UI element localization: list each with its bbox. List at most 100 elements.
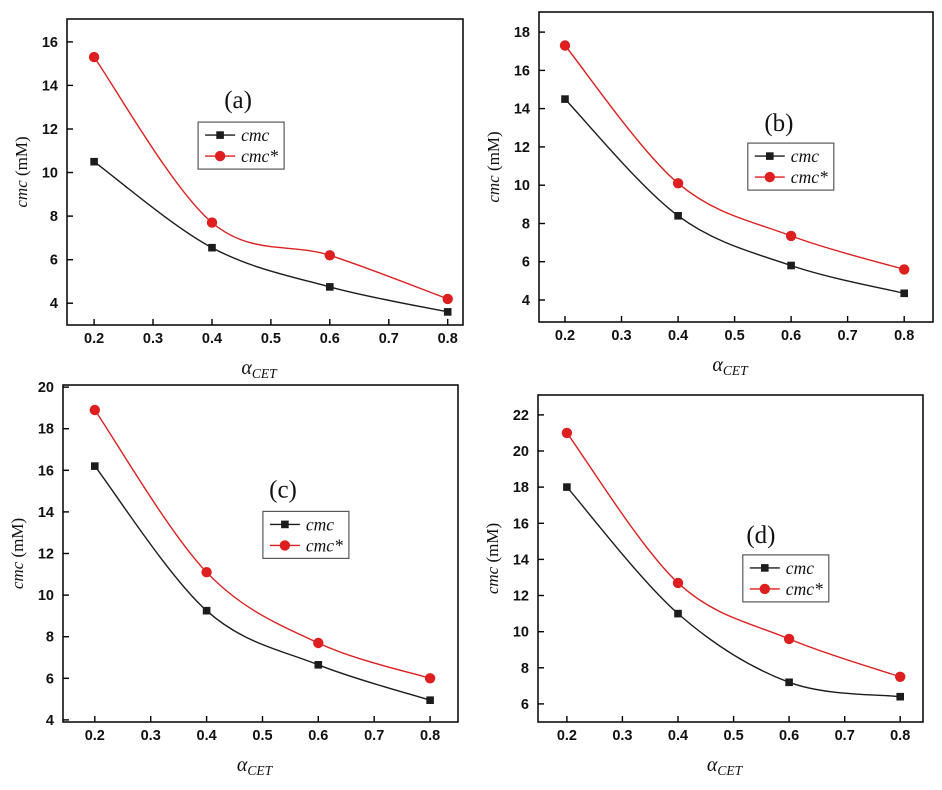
x-tick-label: 0.7 (364, 728, 384, 744)
data-point-circle (442, 293, 453, 305)
data-point-circle (561, 427, 573, 439)
series-line-cmc-star (566, 432, 901, 678)
x-tick-label: 0.3 (611, 328, 631, 344)
legend-label: cmc (791, 146, 819, 166)
x-tick-label: 0.5 (252, 728, 272, 744)
series-line-cmc (564, 98, 905, 294)
x-axis-label: αCET (712, 354, 749, 378)
y-tick-label: 6 (522, 255, 530, 271)
legend-marker-circle (279, 540, 291, 551)
data-point-square (787, 261, 795, 270)
panel-title: (a) (224, 87, 252, 114)
y-tick-label: 10 (42, 166, 58, 182)
data-point-circle (88, 51, 100, 63)
data-point-circle (899, 264, 910, 275)
y-tick-label: 16 (38, 463, 54, 479)
legend-box (747, 142, 835, 191)
data-point-circle (206, 217, 218, 228)
data-point-circle (895, 671, 906, 682)
x-tick-label: 0.7 (835, 728, 855, 744)
x-tick-label: 0.3 (612, 728, 632, 744)
series-line-cmc-star (564, 45, 905, 271)
y-tick-label: 6 (46, 671, 54, 687)
y-tick-label: 14 (42, 78, 58, 94)
legend-box (197, 121, 285, 170)
y-tick-label: 4 (50, 296, 58, 312)
y-tick-label: 4 (46, 713, 54, 729)
y-tick-label: 8 (521, 661, 529, 677)
data-point-square (900, 289, 908, 298)
y-tick-label: 12 (513, 589, 529, 605)
data-point-square (426, 696, 434, 704)
data-point-circle (559, 40, 571, 51)
legend-box (742, 554, 830, 603)
legend-marker-square (281, 520, 289, 529)
legend-marker-circle (759, 583, 770, 595)
x-tick-label: 0.8 (420, 728, 440, 744)
y-tick-label: 4 (522, 293, 530, 309)
data-point-square (314, 661, 323, 669)
x-tick-label: 0.5 (725, 328, 745, 344)
y-tick-label: 10 (513, 625, 529, 641)
data-point-circle (89, 404, 101, 416)
data-point-square (208, 243, 216, 252)
data-point-circle (783, 633, 795, 645)
y-tick-label: 18 (38, 422, 54, 438)
series-line-cmc (93, 161, 448, 313)
panel-title: (c) (269, 477, 297, 504)
plot-box (62, 384, 459, 723)
panel-c: 0.2 0.3 0.4 0.5 0.6 0.7 0.8 4 6 8 10 12 14 16 18 20 cmc … (8, 380, 459, 778)
x-axis-label: αCET (707, 754, 744, 778)
legend-marker-square (766, 152, 774, 160)
legend-label: cmc* (241, 146, 278, 166)
x-tick-label: 0.3 (141, 728, 161, 744)
y-tick-label: 16 (42, 35, 58, 51)
legend-marker-circle (214, 150, 226, 162)
data-point-square (896, 692, 904, 701)
y-tick-label: 6 (521, 697, 529, 713)
data-point-square (674, 609, 682, 618)
data-point-circle (201, 567, 212, 578)
legend-marker-circle (764, 171, 775, 183)
y-tick-label: 20 (38, 380, 54, 396)
plot-box (537, 394, 924, 723)
y-tick-label: 12 (514, 140, 530, 156)
data-point-square (91, 462, 99, 470)
y-tick-label: 16 (514, 63, 530, 79)
x-tick-label: 0.2 (85, 728, 105, 744)
y-tick-label: 14 (513, 552, 529, 568)
x-tick-label: 0.3 (143, 331, 163, 347)
panel-title: (d) (746, 522, 775, 549)
x-tick-label: 0.8 (890, 728, 910, 744)
x-tick-label: 0.8 (438, 331, 458, 347)
legend-marker-square (216, 131, 224, 139)
x-tick-label: 0.5 (724, 728, 744, 744)
data-point-square (561, 95, 569, 103)
y-tick-label: 10 (514, 178, 530, 194)
data-point-square (563, 483, 571, 491)
x-tick-label: 0.2 (84, 331, 104, 347)
legend-label: cmc* (786, 579, 823, 599)
x-tick-label: 0.2 (557, 728, 577, 744)
plot-box (538, 11, 934, 323)
x-axis-label: αCET (237, 754, 274, 778)
x-tick-label: 0.8 (894, 328, 914, 344)
legend-label: cmc* (306, 535, 343, 555)
y-axis-label: cmc (mM) (12, 136, 31, 207)
data-point-circle (324, 250, 335, 261)
data-point-square (785, 678, 793, 687)
legend-box (262, 510, 350, 559)
plot-box (66, 18, 464, 326)
data-point-square (326, 283, 334, 291)
y-tick-label: 6 (50, 253, 58, 269)
data-point-square (90, 157, 98, 166)
y-tick-label: 22 (513, 408, 529, 424)
y-tick-label: 16 (513, 516, 529, 532)
data-point-square (202, 606, 211, 615)
series-line-cmc (566, 486, 901, 698)
data-point-square (443, 308, 452, 316)
y-axis-label: cmc (mM) (8, 518, 27, 589)
